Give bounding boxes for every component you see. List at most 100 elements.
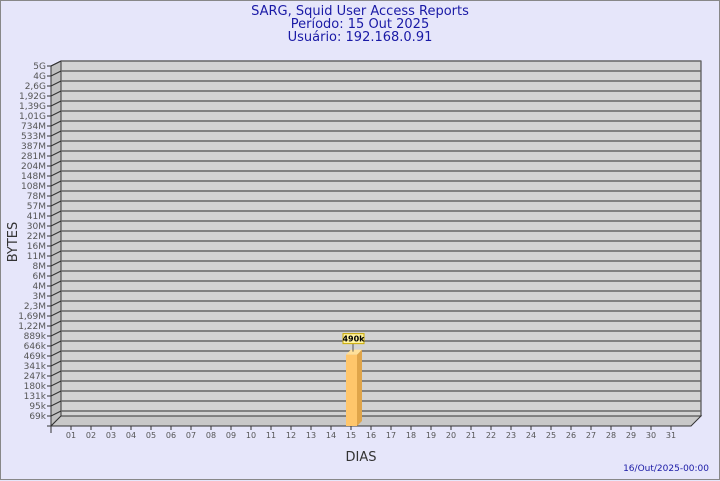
x-tick-label: 22 [486,431,496,440]
y-tick-diagonal [50,130,62,137]
y-tick-diagonal [50,200,62,207]
y-tick-label: 204M [21,162,46,172]
x-tick-label: 27 [586,431,596,440]
y-tick-diagonal [50,360,62,367]
y-tick-diagonal [50,250,62,257]
y-tick-diagonal [50,300,62,307]
bar-data-label: 490k [342,335,365,344]
y-tick-label: 148M [21,172,46,182]
y-tick-diagonal [50,330,62,337]
y-tick-label: 1,22M [18,322,46,332]
x-tick-label: 24 [526,431,536,440]
y-tick-label: 646k [24,342,47,352]
y-tick-diagonal [50,210,62,217]
x-tick-label: 07 [186,431,196,440]
chart-title: SARG, Squid User Access Reports [251,4,469,19]
y-tick-diagonal [50,100,62,107]
y-tick-diagonal [50,160,62,167]
y-tick-label: 16M [27,242,46,252]
x-axis-label: DIAS [346,450,377,465]
x-tick-label: 20 [446,431,456,440]
x-tick-label: 04 [126,431,136,440]
chart-period: Período: 15 Out 2025 [290,17,430,32]
y-tick-label: 108M [21,182,46,192]
y-tick-diagonal [50,170,62,177]
x-tick-label: 03 [106,431,116,440]
y-tick-label: 3M [33,292,47,302]
y-tick-label: 2,3M [24,302,46,312]
y-tick-diagonal [50,90,62,97]
y-tick-diagonal [50,350,62,357]
y-tick-diagonal [50,380,62,387]
plot-back-panel [60,60,702,417]
y-tick-diagonal [50,220,62,227]
y-tick-diagonal [50,70,62,77]
y-tick-label: 6M [33,272,47,282]
x-tick-label: 19 [426,431,436,440]
x-tick-label: 10 [246,431,256,440]
y-tick-label: 11M [27,252,46,262]
y-tick-label: 22M [27,232,46,242]
y-tick-label: 889k [24,332,47,342]
y-tick-diagonal [50,60,62,67]
y-tick-diagonal [50,190,62,197]
y-tick-diagonal [50,280,62,287]
y-tick-diagonal [50,390,62,397]
y-tick-diagonal [50,120,62,127]
y-tick-label: 69k [29,412,46,422]
y-tick-label: 131k [24,392,47,402]
y-tick-diagonal [50,370,62,377]
y-axis-label: BYTES [6,222,21,263]
y-tick-label: 4G [33,72,46,82]
x-tick-label: 01 [66,431,76,440]
x-tick-label: 12 [286,431,296,440]
y-tick-diagonal [50,240,62,247]
y-tick-diagonal [50,310,62,317]
y-tick-label: 30M [27,222,46,232]
y-tick-label: 281M [21,152,46,162]
x-tick-label: 25 [546,431,556,440]
y-tick-label: 78M [27,192,46,202]
y-tick-label: 734M [21,122,46,132]
x-tick-label: 26 [566,431,576,440]
y-tick-diagonal [50,230,62,237]
y-tick-diagonal [50,320,62,327]
y-tick-label: 2,6G [25,82,46,92]
y-tick-label: 1,69M [18,312,46,322]
x-tick-label: 11 [266,431,276,440]
y-tick-diagonal [50,140,62,147]
y-tick-diagonal [50,110,62,117]
y-tick-diagonal [50,260,62,267]
bar-side [357,349,362,426]
x-tick-label: 28 [606,431,616,440]
x-tick-label: 15 [346,431,356,440]
x-tick-label: 14 [326,431,336,440]
x-tick-label: 06 [166,431,176,440]
bar-day-15 [346,354,357,426]
x-tick-label: 29 [626,431,636,440]
y-tick-label: 533M [21,132,46,142]
x-tick-label: 31 [666,431,676,440]
x-tick-label: 21 [466,431,476,440]
y-tick-label: 341k [24,362,47,372]
y-tick-diagonal [50,150,62,157]
x-tick-label: 18 [406,431,416,440]
y-tick-label: 387M [21,142,46,152]
x-tick-label: 16 [366,431,376,440]
y-tick-label: 180k [24,382,47,392]
y-tick-label: 8M [33,262,47,272]
x-tick-label: 30 [646,431,656,440]
y-tick-diagonal [50,400,62,407]
y-tick-label: 1,92G [19,92,46,102]
x-tick-label: 13 [306,431,316,440]
y-tick-label: 57M [27,202,46,212]
bar-top [346,349,362,355]
chart-user: Usuário: 192.168.0.91 [287,30,433,45]
y-tick-diagonal [50,290,62,297]
y-tick-diagonal [50,270,62,277]
x-tick-label: 09 [226,431,236,440]
y-tick-label: 5G [33,62,46,72]
y-tick-label: 1,39G [19,102,46,112]
